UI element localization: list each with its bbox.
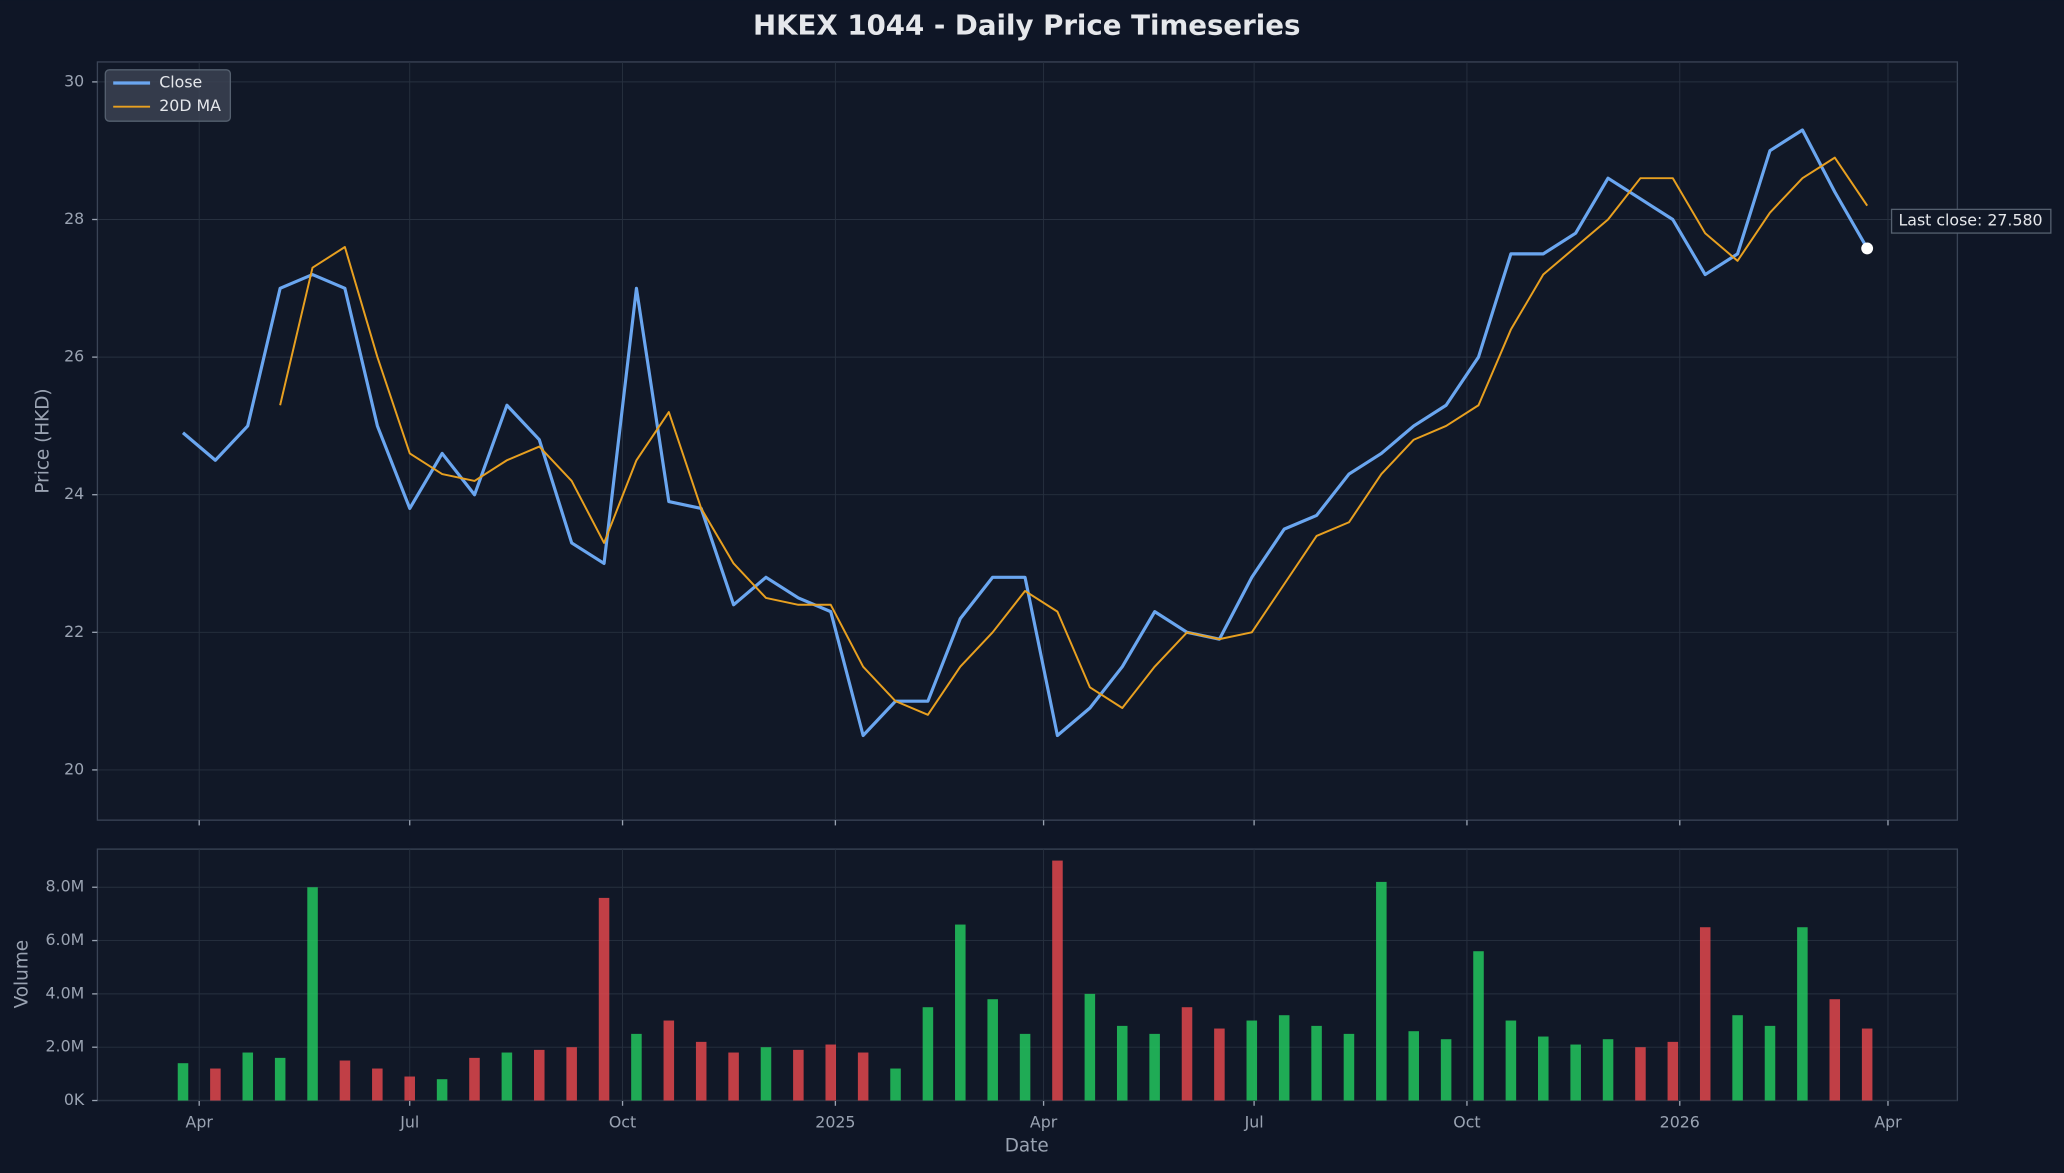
x-axis-label: Date <box>1005 1136 1049 1157</box>
volume-bar <box>793 1049 804 1101</box>
y-axis-label: Volume <box>11 940 32 1008</box>
volume-bar <box>1376 881 1387 1101</box>
annotation: Last close: 27.580 <box>1898 211 2042 230</box>
volume-bar <box>210 1068 221 1101</box>
legend-label: Close <box>159 73 202 92</box>
x-tick-label: Oct <box>609 1112 636 1131</box>
volume-bar <box>1829 999 1841 1101</box>
volume-bar <box>1602 1039 1614 1101</box>
volume-bar <box>1311 1025 1322 1101</box>
volume-bar <box>339 1060 351 1101</box>
volume-bar <box>1764 1025 1776 1101</box>
volume-bar <box>663 1020 675 1101</box>
volume-bar <box>566 1047 577 1101</box>
volume-bar <box>1440 1039 1452 1101</box>
y-axis-label: Price (HKD) <box>32 388 53 493</box>
volume-bar <box>307 887 318 1101</box>
y-tick-label: 20 <box>64 759 84 778</box>
volume-bar <box>1732 1015 1743 1101</box>
volume-bar <box>857 1052 869 1101</box>
y-tick-label: 8.0M <box>46 877 85 896</box>
volume-bar <box>1667 1041 1679 1101</box>
volume-bar <box>177 1063 189 1101</box>
series-line <box>279 156 1869 716</box>
marks <box>177 128 1874 1101</box>
volume-bar <box>728 1052 739 1101</box>
volume-bar <box>274 1057 286 1101</box>
legend: Close 20D MA <box>104 69 232 122</box>
grid: Apr Jul Oct 2025 Apr Jul Oct 2026 Apr 20 22 24 26 28 3… <box>46 61 1958 1131</box>
y-tick-label: 2.0M <box>46 1037 85 1056</box>
volume-bar <box>372 1068 383 1101</box>
last-point <box>1861 242 1874 255</box>
volume-bar <box>1473 951 1484 1101</box>
y-tick-label: 0K <box>64 1090 85 1109</box>
volume-bar <box>1278 1015 1290 1101</box>
x-tick-label: 2025 <box>815 1112 855 1131</box>
volume-bar <box>1181 1007 1193 1101</box>
volume-bar <box>404 1076 415 1101</box>
volume-bar <box>825 1044 837 1101</box>
x-tick-label: Jul <box>1244 1112 1264 1131</box>
x-tick-label: Oct <box>1453 1112 1480 1131</box>
y-tick-label: 28 <box>64 209 84 228</box>
x-tick-label: Jul <box>399 1112 419 1131</box>
volume-bar <box>695 1041 707 1101</box>
volume-bar <box>1052 860 1063 1101</box>
y-tick-label: 22 <box>64 622 84 641</box>
volume-bar <box>1538 1036 1549 1101</box>
x-tick-label: Apr <box>1030 1112 1058 1131</box>
volume-bar <box>1084 993 1096 1101</box>
x-tick-label: Apr <box>186 1112 214 1131</box>
price-panel <box>96 61 1959 821</box>
volume-bar <box>1246 1020 1258 1101</box>
x-tick-label: Apr <box>1874 1112 1902 1131</box>
y-tick-label: 26 <box>64 347 84 366</box>
volume-bar <box>760 1047 772 1101</box>
volume-bar <box>469 1057 480 1101</box>
volume-bar <box>1214 1028 1225 1101</box>
series-line <box>181 128 1869 738</box>
volume-bar <box>1149 1033 1160 1101</box>
volume-bar <box>598 897 610 1101</box>
volume-bar <box>1343 1033 1355 1101</box>
volume-bar <box>1861 1028 1873 1101</box>
y-tick-label: 24 <box>64 484 84 503</box>
volume-bar <box>1408 1031 1419 1101</box>
volume-bar <box>242 1052 254 1101</box>
volume-bar <box>955 924 966 1101</box>
volume-bar <box>1505 1020 1517 1101</box>
y-tick-label: 30 <box>64 71 84 90</box>
volume-bar <box>631 1033 642 1101</box>
volume-bar <box>1116 1025 1128 1101</box>
volume-bar <box>1019 1033 1031 1101</box>
volume-bar <box>534 1049 545 1101</box>
x-tick-label: 2026 <box>1660 1112 1700 1131</box>
volume-bar <box>890 1068 901 1101</box>
volume-bar <box>501 1052 513 1101</box>
volume-bar <box>436 1079 448 1101</box>
annotation-box <box>1890 208 2052 234</box>
volume-bar <box>922 1007 934 1101</box>
volume-bar <box>1699 927 1711 1101</box>
volume-bar <box>1570 1044 1581 1101</box>
legend-label: 20D MA <box>159 96 221 115</box>
volume-bar <box>987 999 998 1101</box>
y-tick-label: 6.0M <box>46 930 85 949</box>
y-tick-label: 4.0M <box>46 983 85 1002</box>
chart-title: HKEX 1044 - Daily Price Timeseries <box>753 8 1300 41</box>
volume-bar <box>1635 1047 1646 1101</box>
volume-bar <box>1797 927 1808 1101</box>
